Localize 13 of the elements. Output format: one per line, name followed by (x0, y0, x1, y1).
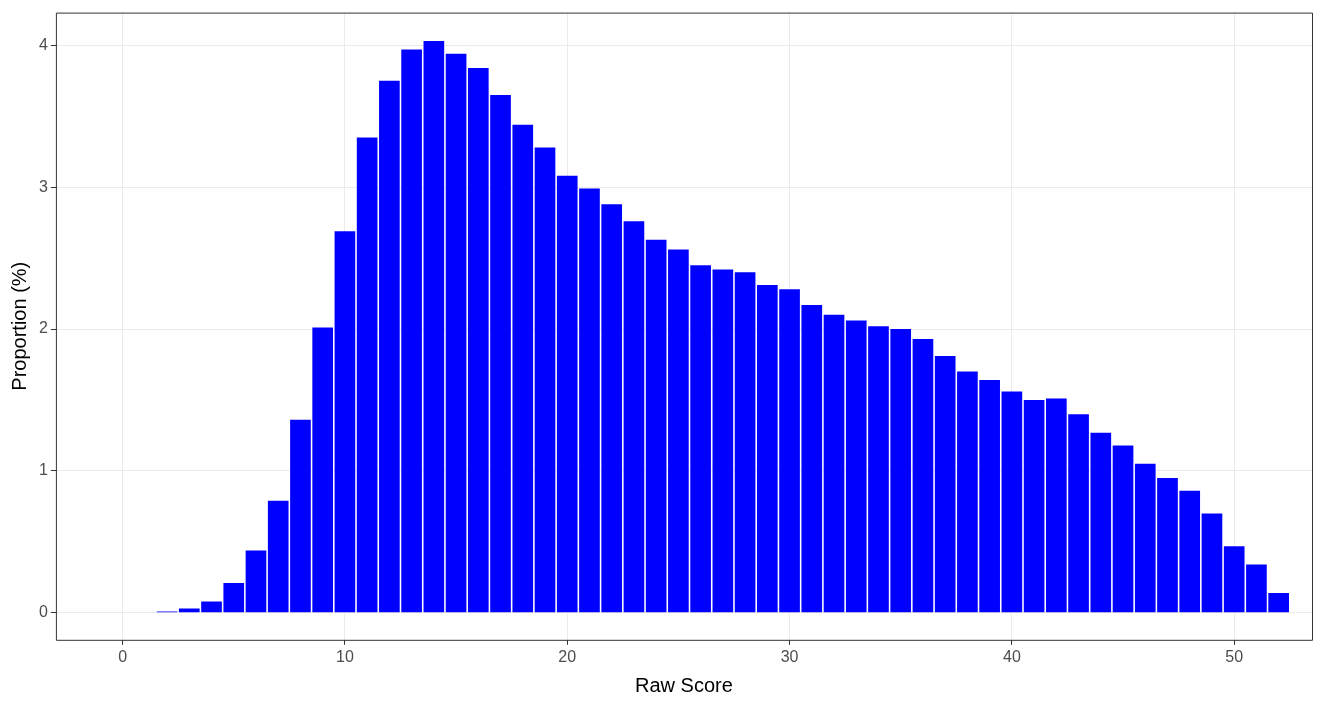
y-tick-label: 3 (38, 177, 48, 195)
y-tick-label: 2 (38, 319, 48, 337)
x-tick-label: 40 (1002, 647, 1021, 665)
x-tick-label: 20 (558, 647, 577, 665)
y-tick-label: 1 (38, 461, 48, 479)
y-tick-label: 4 (38, 35, 48, 53)
x-tick-label: 30 (780, 647, 799, 665)
x-tick-label: 50 (1225, 647, 1244, 665)
x-axis-title: Raw Score (635, 673, 733, 696)
y-axis-title: Proportion (%) (7, 261, 30, 391)
x-tick-label: 10 (336, 647, 354, 665)
y-tick-label: 0 (38, 603, 48, 621)
x-tick-label: 0 (118, 647, 128, 665)
